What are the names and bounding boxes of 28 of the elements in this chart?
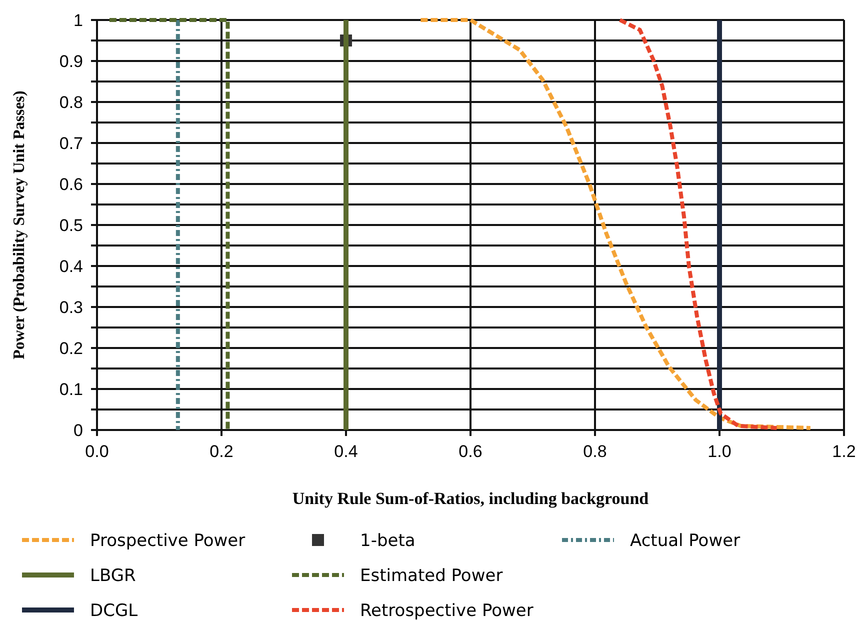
x-tick-label: 0.2 — [210, 442, 234, 461]
y-tick-label: 0.8 — [59, 92, 83, 112]
y-tick-label: 0.2 — [59, 338, 83, 358]
legend-label: LBGR — [90, 566, 136, 586]
legend-label: 1-beta — [360, 530, 416, 551]
y-tick-label: 0 — [74, 420, 83, 440]
y-tick-label: 0.6 — [59, 174, 83, 194]
y-tick-label: 0.3 — [59, 298, 83, 317]
legend-label: Estimated Power — [360, 566, 503, 586]
y-axis-title: Power (Probability Survey Unit Passes) — [11, 90, 28, 360]
legend-label: DCGL — [90, 600, 138, 621]
y-tick-label: 1 — [74, 10, 83, 30]
x-tick-label: 1.2 — [832, 442, 856, 461]
legend-label: Retrospective Power — [360, 600, 534, 621]
x-axis-title: Unity Rule Sum-of-Ratios, including background — [292, 489, 650, 508]
x-tick-label: 0.6 — [458, 442, 482, 461]
legend-label: Prospective Power — [90, 530, 246, 551]
y-tick-label: 0.9 — [59, 52, 83, 71]
x-tick-label: 1.0 — [708, 442, 732, 461]
y-tick-label: 0.1 — [59, 380, 83, 399]
x-tick-label: 0.8 — [583, 442, 607, 461]
x-tick-label: 0.4 — [334, 442, 358, 461]
legend-label: Actual Power — [630, 530, 740, 551]
x-tick-label: 0.0 — [85, 442, 109, 461]
y-tick-label: 0.5 — [59, 216, 83, 235]
y-tick-label: 0.4 — [59, 256, 83, 276]
line-series — [618, 18, 779, 430]
y-tick-label: 0.7 — [59, 134, 83, 153]
